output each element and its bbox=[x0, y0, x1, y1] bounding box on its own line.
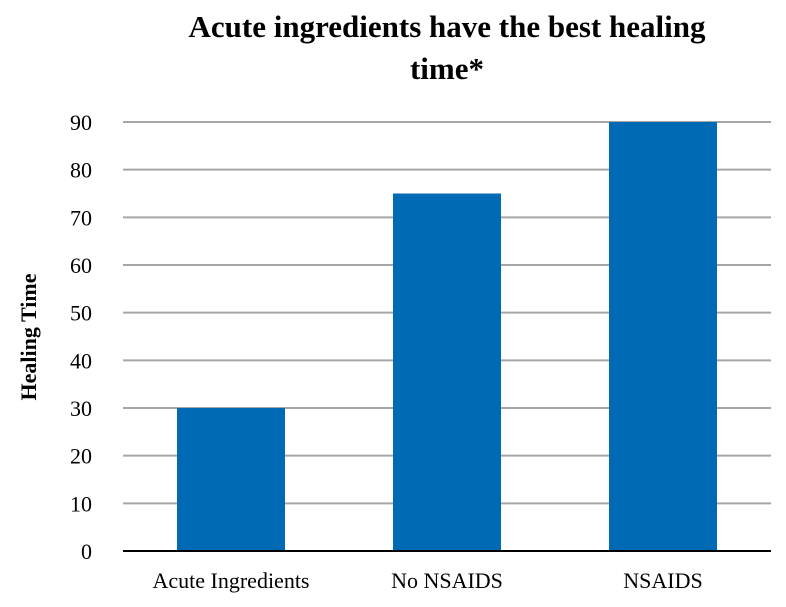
y-tick-label: 60 bbox=[70, 253, 92, 278]
y-tick-label: 10 bbox=[70, 491, 92, 516]
y-tick-label: 30 bbox=[70, 396, 92, 421]
x-category-labels: Acute Ingredients No NSAIDS NSAIDS bbox=[153, 568, 703, 593]
chart-title: Acute ingredients have the best healing … bbox=[188, 9, 706, 86]
y-tick-labels: 0 10 20 30 40 50 60 70 80 90 bbox=[70, 110, 92, 564]
y-tick-label: 20 bbox=[70, 444, 92, 469]
bars bbox=[177, 122, 717, 551]
bar-nsaids bbox=[609, 122, 717, 551]
y-tick-label: 70 bbox=[70, 205, 92, 230]
y-tick-label: 90 bbox=[70, 110, 92, 135]
x-category-label: NSAIDS bbox=[623, 568, 702, 593]
y-tick-label: 50 bbox=[70, 301, 92, 326]
y-tick-label: 80 bbox=[70, 158, 92, 183]
y-tick-label: 0 bbox=[81, 539, 92, 564]
x-category-label: No NSAIDS bbox=[391, 568, 503, 593]
bar-acute-ingredients bbox=[177, 408, 285, 551]
x-category-label: Acute Ingredients bbox=[153, 568, 310, 593]
bar-no-nsaids bbox=[393, 193, 501, 551]
y-axis-title: Healing Time bbox=[16, 273, 41, 400]
y-tick-label: 40 bbox=[70, 348, 92, 373]
